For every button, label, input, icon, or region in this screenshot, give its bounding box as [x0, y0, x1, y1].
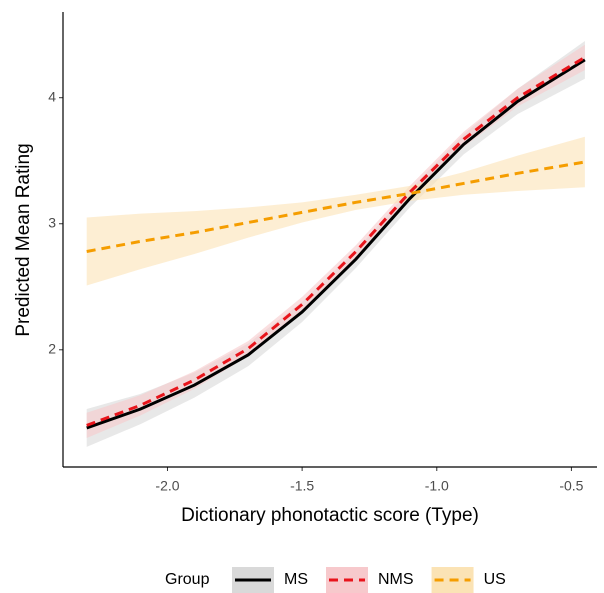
y-tick-label: 2: [48, 340, 56, 356]
line: [86, 58, 586, 430]
x-tick-label: -1.5: [290, 478, 314, 494]
legend-title: Group: [165, 571, 210, 588]
confidence-band: [86, 44, 585, 439]
y-axis-title: Predicted Mean Rating: [13, 143, 34, 336]
line: [86, 56, 586, 427]
y-tick-label: 3: [48, 214, 56, 230]
line: [86, 160, 586, 253]
x-tick-label: -0.5: [559, 478, 583, 494]
x-tick-label: -2.0: [155, 478, 179, 494]
x-axis-title: Dictionary phonotactic score (Type): [181, 505, 479, 526]
y-tick-label: 4: [48, 88, 56, 104]
legend-label: US: [484, 571, 506, 588]
x-tick-label: -1.0: [425, 478, 449, 494]
confidence-band: [86, 136, 585, 286]
legend-label: NMS: [378, 571, 414, 588]
legend-label: MS: [284, 571, 308, 588]
